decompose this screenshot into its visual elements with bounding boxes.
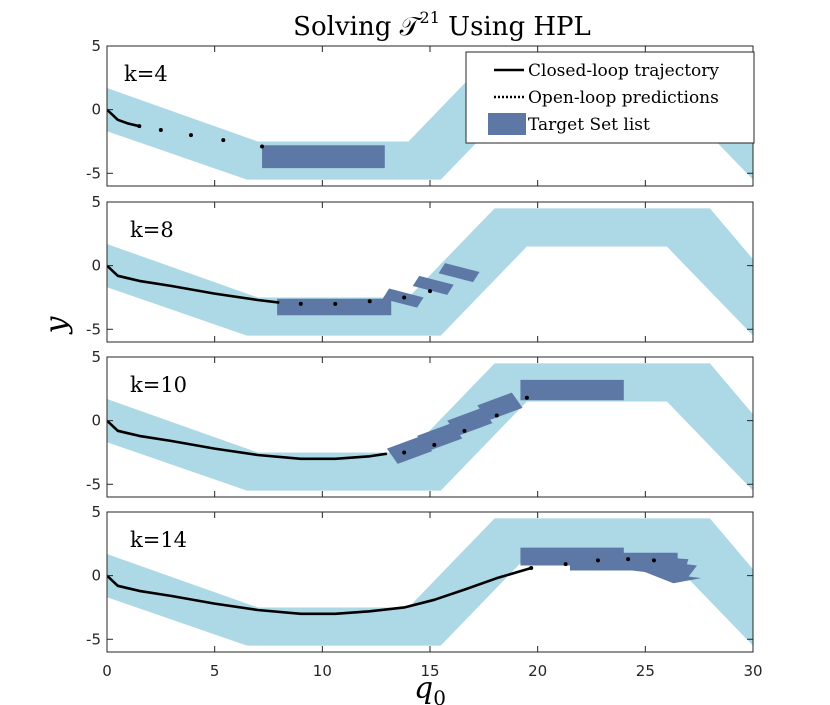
target-set-5 — [477, 392, 523, 421]
panel-label: k=8 — [130, 218, 174, 242]
y-tick-label: 0 — [91, 567, 101, 585]
prediction-point-5 — [651, 558, 656, 563]
target-set-1 — [262, 145, 385, 169]
panel-4: -5 0 5 k=14 — [86, 503, 754, 653]
closed-loop-trajectory — [107, 566, 532, 616]
prediction-point-3 — [367, 299, 372, 304]
legend-entry-3: Target Set list — [528, 115, 650, 135]
x-tick-label: 10 — [313, 662, 332, 680]
prediction-point-3 — [462, 428, 467, 433]
prediction-point-2 — [158, 128, 163, 132]
prediction-point-3 — [188, 133, 193, 138]
x-tick-label: 5 — [210, 662, 220, 680]
y-tick-label: 0 — [91, 412, 101, 430]
prediction-point-5 — [428, 289, 432, 294]
closed-loop-trajectory — [107, 108, 140, 128]
y-tick-label: -5 — [86, 475, 101, 493]
prediction-point-4 — [221, 138, 226, 143]
target-set-4 — [447, 407, 493, 436]
closed-loop-trajectory — [107, 419, 388, 461]
y-tick-label: 5 — [91, 37, 101, 55]
title-suffix: Using HPL — [440, 12, 591, 42]
closed-loop-trajectory — [107, 264, 280, 304]
x-axis-label: q0 — [414, 671, 446, 705]
x-tick-label: 25 — [636, 662, 655, 680]
prediction-point-1 — [137, 124, 142, 129]
y-tick-label: 0 — [91, 257, 101, 275]
panel-label: k=10 — [130, 373, 187, 397]
title-superscript: 21 — [420, 8, 440, 27]
panel-label: k=4 — [124, 62, 168, 86]
chart-title: Solving 𝒯21 Using HPL — [293, 8, 591, 42]
x-tick-label: 0 — [102, 662, 112, 680]
prediction-point-1 — [402, 450, 407, 455]
y-tick-label: -5 — [86, 630, 101, 648]
prediction-point-1 — [298, 301, 303, 306]
panels: -5 0 5 k=4 -5 0 5 k=8 -5 0 5 k=10 -5 0 5 k=14 — [86, 37, 754, 653]
panel-2: -5 0 5 k=8 — [86, 193, 754, 343]
y-tick-label: 5 — [91, 348, 101, 366]
y-tick-label: -5 — [86, 164, 101, 182]
target-set-1 — [277, 298, 392, 316]
prediction-point-2 — [333, 301, 338, 306]
prediction-point-4 — [402, 295, 407, 300]
legend-target-set-swatch — [488, 113, 526, 135]
y-tick-label: 0 — [91, 101, 101, 119]
prediction-point-1 — [529, 566, 534, 570]
y-tick-label: 5 — [91, 503, 101, 521]
target-set-4 — [438, 263, 480, 283]
y-tick-label: -5 — [86, 320, 101, 338]
legend: Closed-loop trajectory Open-loop predicti… — [465, 51, 755, 144]
prediction-point-5 — [260, 144, 265, 149]
panel-3: -5 0 5 k=10 — [86, 348, 754, 498]
target-set-3 — [412, 275, 454, 295]
prediction-point-4 — [626, 557, 631, 562]
y-tick-label: 5 — [91, 193, 101, 211]
x-axis-label-subscript: 0 — [433, 686, 446, 705]
target-set-5 — [641, 570, 702, 584]
safe-region — [107, 208, 753, 336]
prediction-point-3 — [595, 558, 600, 563]
prediction-point-4 — [494, 413, 499, 418]
legend-entry-2: Open-loop predictions — [528, 88, 719, 108]
prediction-point-2 — [432, 442, 437, 447]
y-axis-label: y — [39, 315, 74, 335]
prediction-point-2 — [563, 562, 568, 567]
x-tick-label: 15 — [420, 662, 439, 680]
target-set-1 — [520, 379, 624, 401]
legend-entry-1: Closed-loop trajectory — [528, 61, 719, 81]
target-set-2 — [386, 435, 433, 464]
x-axis: 0 5 10 15 20 25 30 — [102, 662, 762, 680]
prediction-point-5 — [524, 395, 529, 400]
target-set-3 — [417, 423, 463, 452]
x-tick-label: 20 — [528, 662, 547, 680]
panel-label: k=14 — [130, 528, 187, 552]
x-tick-label: 30 — [743, 662, 762, 680]
